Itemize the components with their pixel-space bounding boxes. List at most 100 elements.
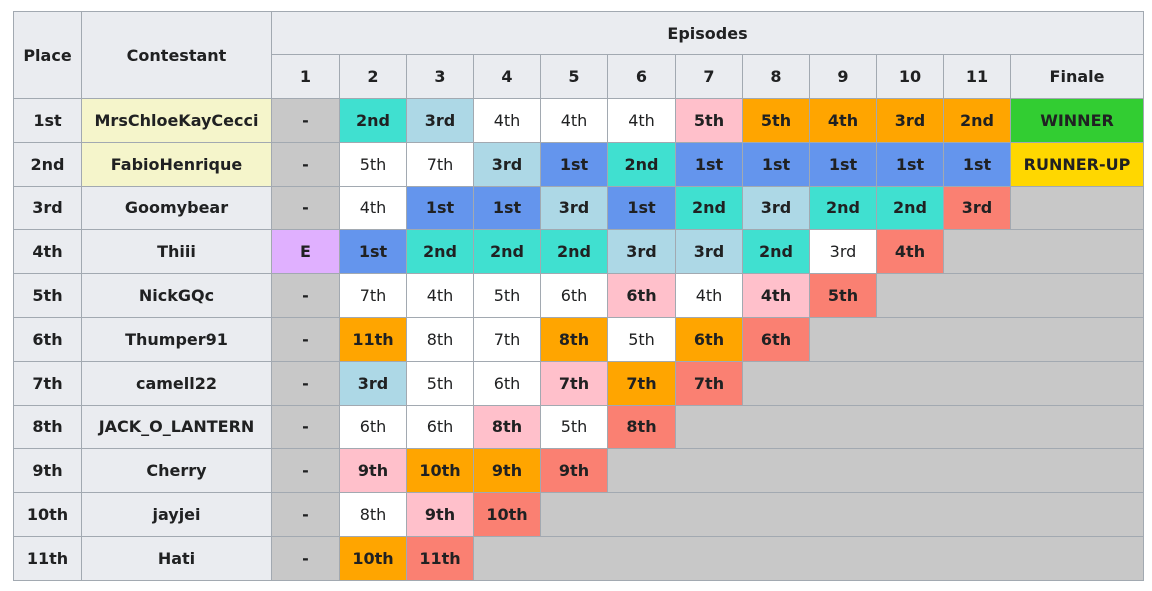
result-cell: 9th bbox=[473, 448, 541, 494]
result-cell: 6th bbox=[339, 404, 407, 450]
result-cell: 7th bbox=[339, 273, 407, 318]
result-cell: 5th bbox=[473, 273, 541, 318]
result-cell: 4th bbox=[473, 98, 541, 143]
episode-header: 3 bbox=[406, 54, 474, 99]
contestant-row: 9th Cherry -9th 10th 9th 9th bbox=[13, 448, 1145, 494]
contestant-cell: Goomybear bbox=[81, 185, 272, 231]
result-cell: - bbox=[271, 404, 340, 450]
result-cell: 2nd bbox=[540, 229, 608, 275]
result-cell: 1st bbox=[943, 141, 1011, 187]
results-table: Place Contestant Episodes 1 2 3 4 5 6 7 8 9 10 11 F… bbox=[13, 11, 1145, 581]
result-cell: 7th bbox=[406, 141, 474, 187]
result-cell: 3rd bbox=[406, 98, 474, 143]
episode-header: 1 bbox=[271, 54, 340, 99]
result-cell: E bbox=[271, 229, 340, 275]
contestant-row: 5th NickGQc -7th 4th 5th 6th 6th 4th 4th 5th bbox=[13, 273, 1145, 318]
result-cell: 1st bbox=[675, 141, 743, 187]
contestant-cell: JACK_O_LANTERN bbox=[81, 404, 272, 450]
contestant-cell: jayjei bbox=[81, 492, 272, 537]
contestant-row: 1st MrsChloeKayCecci -2nd 3rd 4th 4th 4th 5th 5t… bbox=[13, 98, 1145, 143]
contestant-row: 8th JACK_O_LANTERN -6th 6th 8th 5th 8th bbox=[13, 404, 1145, 450]
result-cell: 10th bbox=[406, 448, 474, 494]
eliminated-cell bbox=[472, 535, 1145, 581]
result-cell: 6th bbox=[473, 360, 541, 406]
episode-header: 6 bbox=[607, 54, 676, 99]
result-cell: 4th bbox=[742, 273, 810, 318]
result-cell: 1st bbox=[607, 185, 676, 231]
contestant-cell: Cherry bbox=[81, 448, 272, 494]
episode-header: 2 bbox=[339, 54, 407, 99]
contestant-row: 7th camell22-3rd 5th 6th 7th 7th 7th bbox=[13, 360, 1145, 406]
result-cell: - bbox=[271, 492, 340, 537]
result-cell: WINNER bbox=[1009, 98, 1145, 143]
result-cell: 9th bbox=[540, 448, 608, 494]
header-row: Place Contestant Episodes bbox=[13, 11, 1145, 99]
contestant-cell: Thiii bbox=[81, 229, 272, 275]
result-cell: 11th bbox=[406, 535, 474, 581]
result-cell: 2nd bbox=[473, 229, 541, 275]
episode-header: 7 bbox=[675, 54, 743, 99]
result-cell: 2nd bbox=[809, 185, 877, 231]
contestant-row: 10th jayjei -8th 9th 10th bbox=[13, 492, 1145, 537]
header-row: 1 2 3 4 5 6 7 8 9 10 11 Finale bbox=[14, 54, 1145, 99]
episode-header: 11 bbox=[943, 54, 1011, 99]
result-cell: 3rd bbox=[339, 360, 407, 406]
place-cell: 3rd bbox=[13, 185, 82, 231]
eliminated-cell bbox=[539, 492, 1145, 537]
place-cell: 6th bbox=[13, 316, 82, 362]
place-cell: 2nd bbox=[13, 141, 82, 187]
contestant-cell: NickGQc bbox=[81, 273, 272, 318]
result-cell: - bbox=[271, 141, 340, 187]
eliminated-cell bbox=[1009, 185, 1145, 231]
result-cell: 1st bbox=[876, 141, 944, 187]
result-cell: - bbox=[271, 535, 340, 581]
contestant-cell: Hati bbox=[81, 535, 272, 581]
table-head: Place Contestant Episodes 1 2 3 4 5 6 7 8 9 10 11 F… bbox=[13, 11, 1145, 99]
result-cell: 3rd bbox=[876, 98, 944, 143]
episode-header: 5 bbox=[540, 54, 608, 99]
eliminated-cell bbox=[875, 273, 1145, 318]
result-cell: 1st bbox=[809, 141, 877, 187]
episode-header: 9 bbox=[809, 54, 877, 99]
eliminated-cell bbox=[808, 316, 1145, 362]
contestant-cell: FabioHenrique bbox=[81, 141, 272, 187]
result-cell: 2nd bbox=[339, 98, 407, 143]
result-cell: 2nd bbox=[607, 141, 676, 187]
result-cell: 5th bbox=[339, 141, 407, 187]
result-cell: 1st bbox=[742, 141, 810, 187]
episode-header: Finale bbox=[1009, 54, 1145, 99]
result-cell: 9th bbox=[339, 448, 407, 494]
result-cell: 6th bbox=[607, 273, 676, 318]
result-cell: 8th bbox=[339, 492, 407, 537]
result-cell: 4th bbox=[540, 98, 608, 143]
episode-header: 8 bbox=[742, 54, 810, 99]
result-cell: 6th bbox=[742, 316, 810, 362]
result-cell: 2nd bbox=[406, 229, 474, 275]
eliminated-cell bbox=[606, 448, 1145, 494]
result-cell: 2nd bbox=[876, 185, 944, 231]
result-cell: - bbox=[271, 448, 340, 494]
contestant-row: 3rd Goomybear -4th 1st 1st 3rd 1st 2nd 3rd 2nd 2nd… bbox=[13, 185, 1145, 231]
episode-header: 4 bbox=[473, 54, 541, 99]
eliminated-cell bbox=[741, 360, 1145, 406]
result-cell: 2nd bbox=[943, 98, 1011, 143]
result-cell: 2nd bbox=[742, 229, 810, 275]
result-cell: 10th bbox=[473, 492, 541, 537]
result-cell: 1st bbox=[473, 185, 541, 231]
result-cell: - bbox=[271, 273, 340, 318]
contestant-header: Contestant bbox=[81, 11, 272, 99]
result-cell: 3rd bbox=[943, 185, 1011, 231]
result-cell: 1st bbox=[406, 185, 474, 231]
result-cell: 3rd bbox=[473, 141, 541, 187]
place-cell: 8th bbox=[13, 404, 82, 450]
contestant-row: 4th Thiii E 1st 2nd 2nd 2nd 3rd 3rd 2nd 3rd 4th bbox=[13, 229, 1145, 275]
result-cell: 3rd bbox=[607, 229, 676, 275]
result-cell: 3rd bbox=[742, 185, 810, 231]
episode-header: 10 bbox=[876, 54, 944, 99]
result-cell: RUNNER-UP bbox=[1009, 141, 1145, 187]
result-cell: 11th bbox=[339, 316, 407, 362]
episodes-header: Episodes bbox=[270, 11, 1145, 55]
result-cell: 7th bbox=[675, 360, 743, 406]
table-body: 1st MrsChloeKayCecci -2nd 3rd 4th 4th 4th 5th 5t… bbox=[13, 98, 1145, 581]
